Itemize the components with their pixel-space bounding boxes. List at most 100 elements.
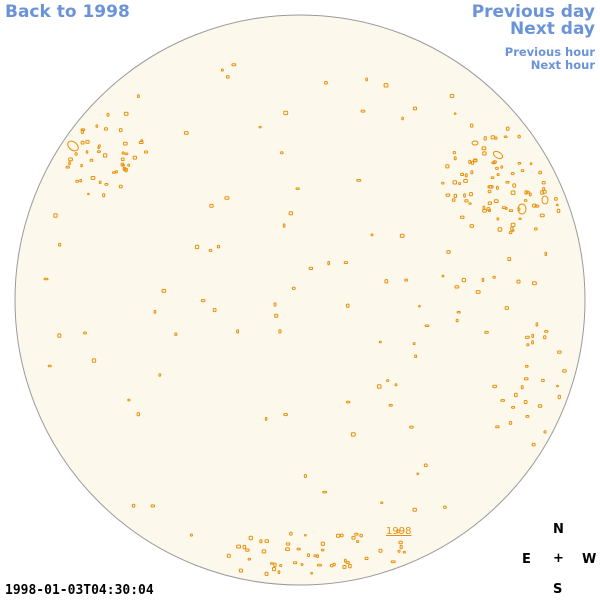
contour-feature (390, 560, 396, 564)
contour-feature (274, 313, 279, 318)
contour-feature (537, 404, 543, 408)
contour-feature (460, 172, 465, 176)
contour-feature (414, 354, 418, 358)
contour-feature (495, 425, 500, 429)
contour-feature (492, 384, 497, 389)
contour-feature (495, 166, 499, 170)
contour-feature (484, 330, 489, 334)
contour-feature (132, 155, 137, 160)
contour-feature (47, 364, 52, 368)
year-marker-link[interactable]: 1998 (386, 526, 411, 537)
back-to-year-link[interactable]: Back to 1998 (5, 2, 130, 22)
contour-feature (87, 192, 90, 196)
contour-feature (95, 124, 99, 128)
contour-feature (291, 286, 296, 290)
contour-feature (445, 164, 450, 169)
contour-feature (458, 182, 462, 185)
contour-feature (359, 533, 363, 538)
contour-feature (531, 442, 536, 447)
next-hour-link[interactable]: Next hour (530, 58, 595, 72)
contour-feature (482, 151, 487, 156)
contour-feature (43, 277, 49, 281)
contour-feature (523, 199, 528, 202)
contour-feature (424, 324, 430, 327)
contour-feature (370, 233, 374, 237)
contour-feature (503, 135, 508, 138)
contour-feature (174, 332, 178, 336)
contour-feature (461, 277, 467, 283)
contour-feature (491, 161, 496, 165)
contour-feature (112, 171, 116, 174)
contour-feature (348, 564, 352, 569)
contour-feature (351, 535, 356, 540)
contour-feature (386, 379, 390, 382)
contour-feature (80, 129, 85, 134)
contour-feature (464, 173, 468, 178)
contour-feature (510, 190, 516, 195)
contour-feature (324, 81, 328, 85)
contour-feature (316, 554, 319, 559)
contour-feature (80, 163, 83, 168)
contour-feature (394, 383, 398, 387)
contour-feature (261, 549, 267, 554)
contour-feature (383, 83, 389, 88)
contour-feature (377, 384, 382, 389)
contour-feature (412, 106, 417, 111)
contour-feature (493, 199, 499, 204)
contour-feature (401, 116, 404, 121)
contour-feature (356, 179, 362, 182)
contour-feature (354, 532, 359, 536)
contour-feature (127, 398, 131, 402)
contour-feature (542, 187, 546, 191)
contour-feature (320, 541, 325, 546)
contour-feature (516, 279, 521, 284)
contour-feature (122, 163, 125, 167)
contour-feature (289, 531, 293, 536)
previous-hour-link[interactable]: Previous hour (504, 45, 595, 59)
contour-feature (396, 529, 401, 534)
contour-feature (236, 329, 239, 334)
contour-feature (307, 553, 310, 557)
contour-feature (310, 571, 313, 575)
contour-feature (273, 562, 277, 567)
contour-feature (508, 209, 514, 212)
year-marker-label[interactable]: 1998 (386, 526, 411, 537)
next-day-link[interactable]: Next day (510, 19, 595, 39)
contour-feature (504, 306, 510, 310)
contour-feature (285, 542, 291, 546)
compass-east: E (522, 552, 531, 567)
contour-feature (399, 544, 403, 550)
contour-feature (539, 213, 545, 218)
contour-feature (356, 540, 360, 543)
contour-feature (238, 568, 244, 573)
contour-feature (508, 421, 513, 425)
contour-feature (98, 144, 101, 148)
contour-feature (423, 463, 428, 468)
contour-feature (200, 299, 206, 303)
contour-feature (525, 364, 529, 368)
contour-feature (523, 400, 528, 404)
contour-feature (90, 176, 96, 180)
contour-feature (481, 146, 487, 151)
contour-feature (453, 156, 457, 161)
contour-feature (225, 75, 230, 79)
contour-feature (460, 215, 465, 219)
previous-day-link[interactable]: Previous day (471, 2, 595, 22)
contour-feature (280, 151, 284, 155)
contour-feature (269, 562, 274, 565)
contour-feature (226, 553, 231, 558)
contour-feature (399, 233, 405, 238)
contour-feature (231, 63, 237, 67)
contour-feature (507, 257, 512, 262)
contour-feature (514, 392, 518, 398)
contour-feature (464, 199, 469, 203)
contour-feature (544, 251, 547, 257)
contour-feature (350, 432, 356, 437)
contour-feature (53, 213, 58, 218)
contour-feature (245, 548, 250, 552)
contour-feature (158, 373, 162, 377)
contour-feature (288, 211, 294, 216)
contour-feature (242, 544, 247, 550)
contour-feature (541, 378, 545, 382)
contour-feature (123, 111, 129, 116)
